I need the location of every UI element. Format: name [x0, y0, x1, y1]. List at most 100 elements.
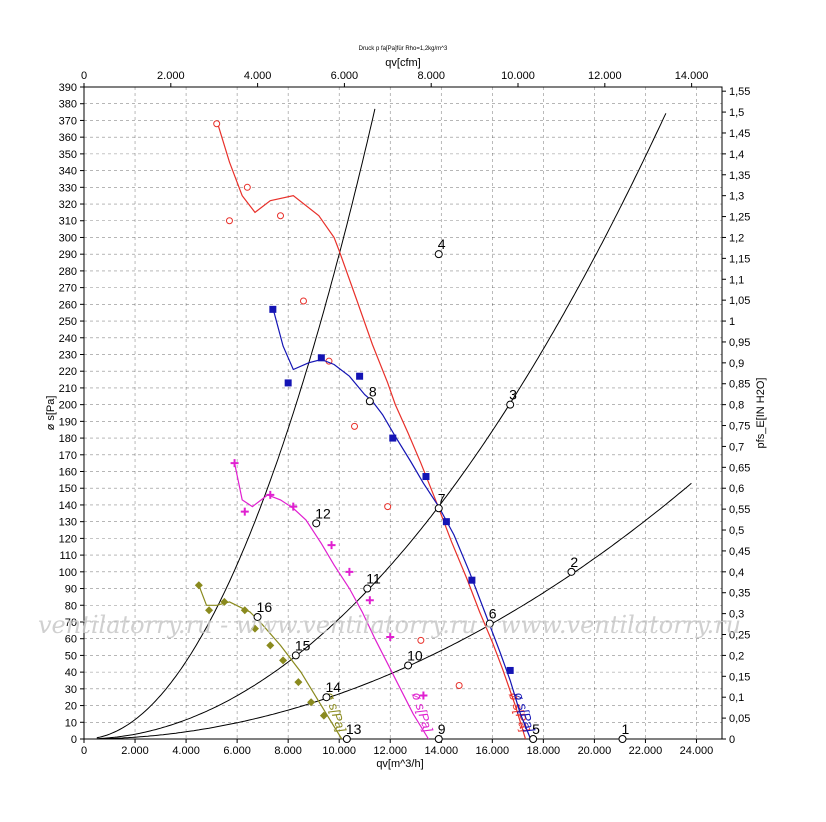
system-curve	[96, 108, 376, 739]
y-tick-label: 290	[59, 249, 77, 261]
operating-point	[485, 619, 494, 628]
y2-tick-label: 1,1	[729, 274, 744, 286]
fan-curve	[234, 463, 430, 740]
operating-point	[342, 735, 351, 743]
curve-marker	[319, 711, 328, 720]
curve-marker	[386, 633, 395, 642]
y2-tick-label: 0,05	[729, 713, 750, 725]
curve-marker	[365, 596, 374, 605]
operating-point-label: 14	[325, 679, 341, 695]
y-tick-label: 130	[59, 517, 77, 529]
x-axis-title: qv[m^3/h]	[376, 758, 423, 770]
operating-point	[434, 250, 443, 259]
operating-point	[291, 651, 300, 660]
curve-marker	[455, 682, 463, 690]
y2-tick-label: 0,95	[729, 337, 750, 349]
operating-point	[322, 693, 331, 702]
y2-tick-label: 0,9	[729, 358, 744, 370]
y-tick-label: 40	[65, 667, 77, 679]
y-tick-label: 70	[65, 617, 77, 629]
y2-tick-label: 0,45	[729, 546, 750, 558]
watermark-text: ventilatorry.ru - www.ventilatorry.ru - …	[38, 611, 741, 639]
curve-marker	[356, 372, 364, 380]
operating-point	[253, 612, 262, 621]
x-tick-label: 18.000	[527, 745, 561, 757]
x-tick-label: 16.000	[475, 745, 509, 757]
operating-point	[529, 735, 538, 743]
y2-tick-label: 1,25	[729, 212, 750, 224]
y-tick-label: 280	[59, 266, 77, 278]
curve-marker	[250, 624, 259, 633]
x-tick-label: 6.000	[223, 745, 251, 757]
y-tick-label: 150	[59, 483, 77, 495]
y-tick-label: 220	[59, 366, 77, 378]
x-tick-label: 0	[81, 745, 87, 757]
curve-marker	[230, 459, 239, 468]
operating-point	[365, 397, 374, 406]
y2-tick-label: 0,75	[729, 421, 750, 433]
operating-point	[434, 504, 443, 513]
fan-curves: ø s[Pa]ø s[Pa]ø s[Pa]ø s[Pa]	[194, 120, 538, 740]
x2-axis-title: qv[cfm]	[385, 57, 420, 69]
curve-marker	[194, 581, 203, 590]
curve-marker	[389, 434, 397, 442]
curve-marker	[506, 666, 514, 674]
operating-point-label: 3	[509, 387, 517, 403]
y2-tick-label: 1,45	[729, 128, 750, 140]
y-tick-label: 120	[59, 533, 77, 545]
y2-tick-label: 0,85	[729, 379, 750, 391]
y-tick-label: 90	[65, 584, 77, 596]
curve-marker	[327, 541, 336, 550]
y2-tick-label: 1	[729, 316, 735, 328]
y-tick-label: 250	[59, 316, 77, 328]
y2-tick-label: 1,35	[729, 170, 750, 182]
y2-tick-label: 0,15	[729, 671, 750, 683]
y-tick-label: 20	[65, 701, 77, 713]
operating-point	[312, 519, 321, 528]
curve-marker	[384, 503, 392, 511]
curve-marker	[307, 698, 316, 707]
grid	[84, 86, 722, 739]
y-tick-label: 100	[59, 567, 77, 579]
y-tick-label: 110	[59, 550, 77, 562]
curve-marker	[213, 120, 221, 128]
y-tick-label: 170	[59, 450, 77, 462]
y-tick-label: 240	[59, 333, 77, 345]
curve-marker	[442, 518, 450, 526]
curve-marker	[468, 576, 476, 584]
y2-tick-label: 1,5	[729, 107, 744, 119]
x2-tick-label: 10.000	[501, 70, 535, 82]
operating-point-label: 15	[295, 637, 311, 653]
y-tick-label: 0	[71, 734, 77, 746]
y2-tick-label: 1,15	[729, 253, 750, 265]
y-tick-label: 340	[59, 166, 77, 178]
y-tick-label: 270	[59, 283, 77, 295]
curve-marker	[220, 597, 229, 606]
operating-point-label: 13	[346, 721, 362, 737]
curve-marker	[294, 678, 303, 687]
x-tick-label: 22.000	[629, 745, 663, 757]
operating-point-label: 12	[315, 505, 331, 521]
curve-marker	[422, 473, 430, 481]
y-tick-label: 320	[59, 199, 77, 211]
curve-marker	[266, 490, 275, 499]
y2-tick-label: 0	[729, 734, 735, 746]
y-tick-label: 360	[59, 132, 77, 144]
y-tick-label: 160	[59, 467, 77, 479]
y-tick-label: 200	[59, 400, 77, 412]
curve-marker	[240, 507, 249, 516]
curve-marker	[351, 422, 359, 430]
system-curve	[96, 482, 692, 740]
y-axis-title: ø s[Pa]	[45, 396, 57, 431]
operating-point-label: 10	[407, 647, 423, 663]
operating-point	[567, 567, 576, 576]
fan-curve	[216, 120, 527, 740]
operating-point-label: 8	[369, 383, 377, 399]
operating-point-label: 2	[570, 554, 578, 570]
operating-point	[618, 735, 627, 743]
curve-marker	[266, 641, 275, 650]
y-tick-label: 390	[59, 82, 77, 94]
y-tick-label: 180	[59, 433, 77, 445]
x2-tick-label: 4.000	[244, 70, 272, 82]
y-tick-label: 190	[59, 416, 77, 428]
